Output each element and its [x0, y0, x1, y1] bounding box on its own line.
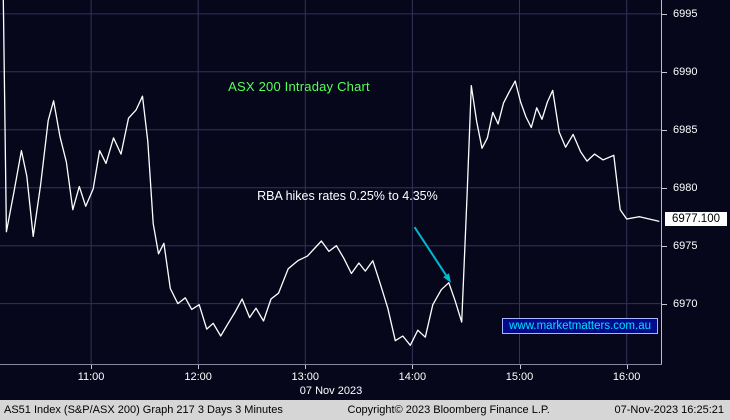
status-security-info: AS51 Index (S&P/ASX 200) Graph 217 3 Day… — [4, 404, 283, 416]
annotation-arrow-line — [413, 226, 447, 276]
x-axis-tick — [91, 365, 93, 369]
y-axis-tick — [662, 129, 667, 131]
status-bar: AS51 Index (S&P/ASX 200) Graph 217 3 Day… — [0, 400, 730, 420]
y-axis-label: 6985 — [673, 123, 698, 136]
status-copyright: Copyright© 2023 Bloomberg Finance L.P. — [347, 404, 550, 416]
x-axis: 07 Nov 2023 11:00 12:00 13:00 14:00 15:00 16:… — [0, 365, 662, 400]
x-axis-tick — [626, 365, 628, 369]
y-axis-tick — [662, 245, 667, 247]
last-price-badge: 6977.100 — [665, 212, 727, 227]
price-line-chart[interactable] — [0, 0, 662, 365]
y-axis-label: 6975 — [673, 239, 698, 252]
x-axis-tick — [198, 365, 200, 369]
x-axis-tick — [519, 365, 521, 369]
x-axis-tick — [412, 365, 414, 369]
chart-title: ASX 200 Intraday Chart — [228, 78, 370, 94]
y-axis-label: 6995 — [673, 7, 698, 20]
y-axis-label: 6990 — [673, 65, 698, 78]
status-timestamp: 07-Nov-2023 16:25:21 — [614, 404, 724, 416]
watermark-link[interactable]: www.marketmatters.com.au — [502, 318, 658, 334]
y-axis-label: 6970 — [673, 297, 698, 310]
chart-plot-area[interactable]: ASX 200 Intraday Chart RBA hikes rates 0… — [0, 0, 662, 365]
y-axis-tick — [662, 13, 667, 15]
x-axis-label: 11:00 — [77, 371, 105, 383]
annotation-arrow-head — [443, 273, 451, 283]
x-axis-label: 13:00 — [291, 371, 320, 383]
annotation-text: RBA hikes rates 0.25% to 4.35% — [257, 188, 438, 203]
x-axis-label: 12:00 — [184, 371, 212, 383]
y-axis-tick — [662, 303, 667, 305]
x-axis-label: 15:00 — [505, 371, 534, 383]
y-axis-tick — [662, 187, 667, 189]
price-line — [2, 0, 660, 346]
x-axis-tick — [305, 365, 307, 369]
x-axis-label: 16:00 — [612, 371, 641, 383]
y-axis-tick — [662, 71, 667, 73]
x-axis-date-label: 07 Nov 2023 — [299, 385, 363, 397]
y-axis-label: 6980 — [673, 181, 698, 194]
y-axis: 6977.100 6995 6990 6985 6980 6975 6970 — [662, 0, 730, 365]
x-axis-label: 14:00 — [398, 371, 427, 383]
